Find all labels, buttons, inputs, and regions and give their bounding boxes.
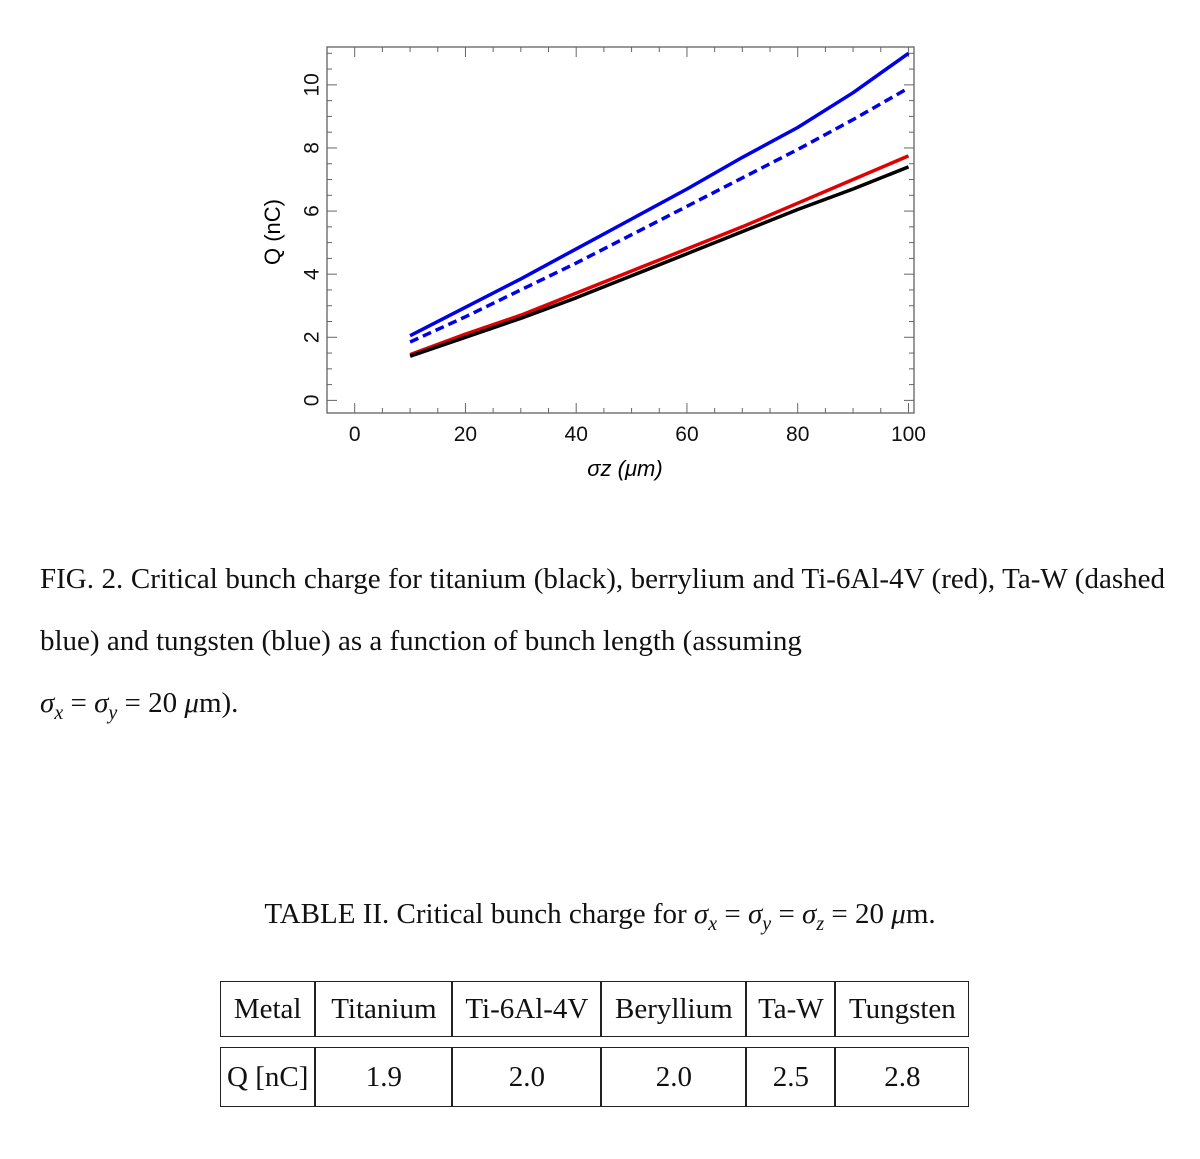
table-value-row: Q [nC] 1.9 2.0 2.0 2.5 2.8 xyxy=(220,1047,970,1107)
charge-table: Metal Titanium Ti-6Al-4V Beryllium Ta-W … xyxy=(220,981,970,1107)
table-header-cell: Tungsten xyxy=(835,981,970,1037)
y-tick-label: 4 xyxy=(301,268,324,280)
table-caption-value: = 20 xyxy=(824,898,892,930)
y-tick-label: 10 xyxy=(301,73,324,96)
caption-tail: m). xyxy=(198,687,239,719)
table-header-cell: Metal xyxy=(220,981,316,1037)
table-value-cell: 2.0 xyxy=(601,1047,747,1107)
table-caption-sub-z: z xyxy=(816,913,825,935)
figure-caption: FIG. 2. Critical bunch charge for titani… xyxy=(40,548,1165,744)
plot-frame xyxy=(326,46,915,414)
y-tick-label: 0 xyxy=(301,395,324,407)
table-header-cell: Ti-6Al-4V xyxy=(452,981,602,1037)
table-caption-eq-2: = xyxy=(771,898,803,930)
caption-sigma-y: σ xyxy=(94,687,109,719)
y-tick-label: 2 xyxy=(301,331,324,343)
x-tick-label: 20 xyxy=(454,423,477,446)
table-row-label: Q [nC] xyxy=(220,1047,316,1107)
table-header-cell: Beryllium xyxy=(601,981,747,1037)
y-axis-label: Q (nC) xyxy=(260,199,285,265)
table-caption-sub-x: x xyxy=(708,913,718,935)
caption-unit-mu: μ xyxy=(184,687,199,719)
table-value-cell: 2.8 xyxy=(835,1047,970,1107)
caption-eq2: = 20 xyxy=(117,687,185,719)
table-header-cell: Titanium xyxy=(315,981,453,1037)
y-tick-label: 6 xyxy=(301,205,324,217)
series-line xyxy=(409,165,910,358)
table-caption-prefix: TABLE II. Critical bunch charge for xyxy=(264,898,694,930)
table-value-cell: 2.5 xyxy=(746,1047,836,1107)
x-tick-label: 100 xyxy=(891,423,926,446)
chart: 0 20 40 60 80 100 0 2 4 6 8 10 σz (μm) Q (nC) xyxy=(260,46,926,481)
figure-caption-text: FIG. 2. Critical bunch charge for titani… xyxy=(40,563,1173,657)
table-header-row: Metal Titanium Ti-6Al-4V Beryllium Ta-W … xyxy=(220,981,970,1037)
caption-sub-x: x xyxy=(54,702,64,724)
figure-2: 0 20 40 60 80 100 0 2 4 6 8 10 σz (μm) Q (nC) xyxy=(0,0,1200,520)
table-caption-sigma-y: σ xyxy=(747,898,763,930)
caption-eq1: = xyxy=(63,687,95,719)
series-lines xyxy=(409,51,910,358)
y-tick-label: 8 xyxy=(301,142,324,154)
table-spacer xyxy=(220,1037,969,1047)
caption-sub-y: y xyxy=(108,702,118,724)
table-caption-eq-1: = xyxy=(717,898,748,930)
table-caption-sigma-x: σ xyxy=(693,898,709,930)
table-header-cell: Ta-W xyxy=(746,981,836,1037)
x-tick-label: 40 xyxy=(565,423,588,446)
series-line xyxy=(409,86,910,344)
table-caption-unit-mu: μ xyxy=(891,898,906,930)
axis-tick-labels: 0 20 40 60 80 100 0 2 4 6 8 10 xyxy=(301,73,926,446)
x-tick-label: 0 xyxy=(349,423,361,446)
table-caption-sub-y: y xyxy=(762,913,772,935)
table-value-cell: 1.9 xyxy=(315,1047,453,1107)
table-caption-tail: m. xyxy=(905,898,936,930)
caption-sigma-x: σ xyxy=(40,687,55,719)
axis-ticks xyxy=(327,47,914,413)
series-line xyxy=(409,154,910,357)
table-caption: TABLE II. Critical bunch charge for σx =… xyxy=(0,898,1200,936)
x-tick-label: 60 xyxy=(675,423,698,446)
x-tick-label: 80 xyxy=(786,423,809,446)
table-caption-sigma-z: σ xyxy=(802,898,817,930)
table-value-cell: 2.0 xyxy=(452,1047,602,1107)
x-axis-label: σz (μm) xyxy=(587,456,662,481)
series-line xyxy=(409,51,910,338)
